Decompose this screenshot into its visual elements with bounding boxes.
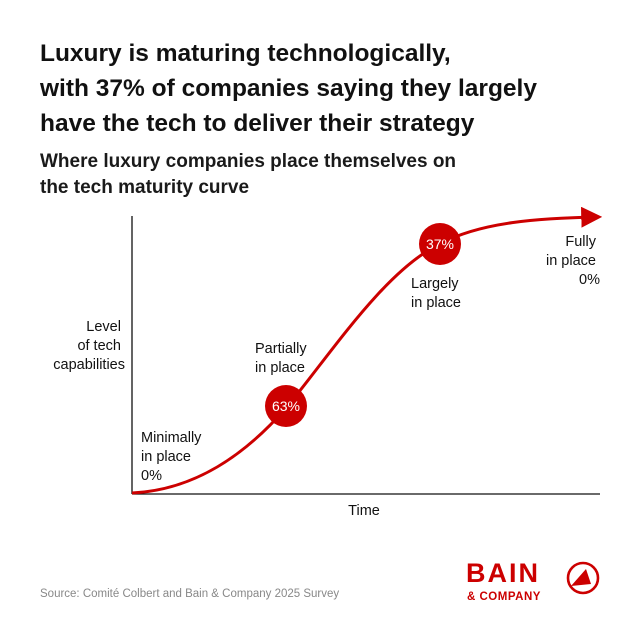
value-label-partially: 63% (272, 398, 300, 414)
stage-label-largely: Largely in place (411, 276, 463, 311)
subtitle-line: Where luxury companies place themselves … (40, 151, 457, 172)
stage-label-line: in place (411, 295, 461, 311)
bain-logo: BAIN & COMPANY (466, 558, 600, 603)
stage-label-line: Largely (411, 276, 459, 292)
title-line: have the tech to deliver their strategy (40, 110, 475, 137)
x-axis-label: Time (348, 503, 380, 519)
stage-label-line: 0% (579, 272, 600, 288)
stage-label-line: in place (255, 360, 305, 376)
value-marker-largely (419, 223, 461, 265)
y-axis-label: Level of tech capabilities (53, 319, 125, 373)
stage-label-line: 0% (141, 468, 162, 484)
title-line: Luxury is maturing technologically, (40, 40, 451, 67)
logo-subtext: & COMPANY (467, 591, 541, 603)
value-marker-partially (265, 385, 307, 427)
maturity-curve (131, 206, 603, 495)
logo-emblem-icon (566, 561, 600, 595)
chart-title: Luxury is maturing technologically, with… (40, 36, 610, 141)
stage-label-line: in place (141, 449, 191, 465)
stage-label-line: Fully (565, 234, 596, 250)
subtitle-line: the tech maturity curve (40, 177, 250, 198)
stage-label-line: Minimally (141, 430, 202, 446)
stage-label-line: in place (546, 253, 596, 269)
stage-label-partially: Partially in place (255, 341, 311, 376)
stage-label-minimally: Minimally in place 0% (141, 430, 205, 484)
y-axis-label-line: of tech (77, 338, 121, 354)
logo-wordmark: BAIN (466, 558, 540, 588)
value-label-largely: 37% (426, 236, 454, 252)
title-line: with 37% of companies saying they largel… (40, 75, 537, 102)
y-axis-label-line: capabilities (53, 357, 125, 373)
stage-label-fully: Fully in place 0% (546, 234, 600, 288)
source-note: Source: Comité Colbert and Bain & Compan… (40, 588, 340, 600)
y-axis-label-line: Level (86, 319, 121, 335)
chart-subtitle: Where luxury companies place themselves … (40, 149, 600, 201)
stage-label-line: Partially (255, 341, 307, 357)
